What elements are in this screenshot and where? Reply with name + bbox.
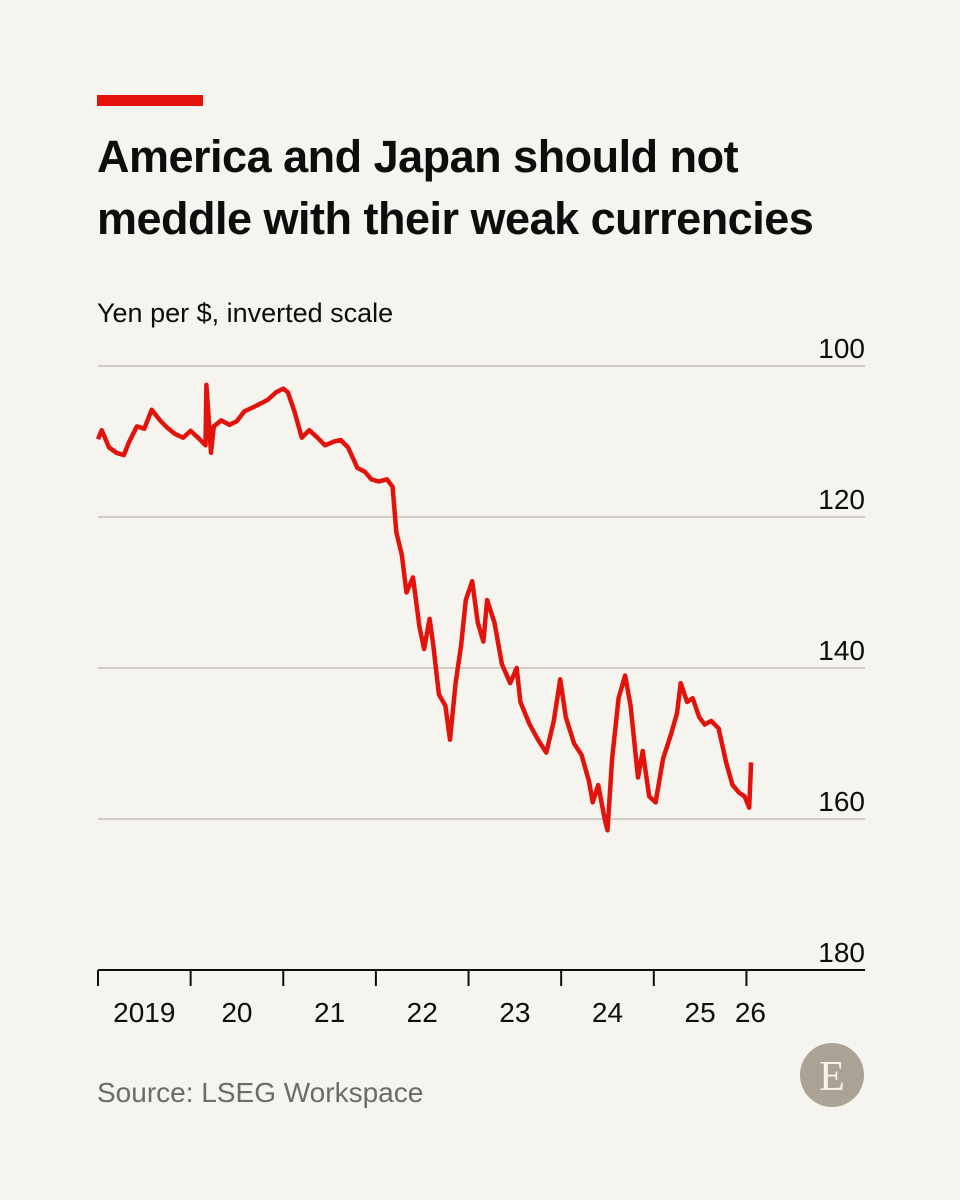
source: Source: LSEG Workspace [97,1077,423,1108]
x-tick-label: 26 [735,997,766,1028]
logo-letter: E [819,1054,845,1100]
subtitle: Yen per $, inverted scale [97,298,393,328]
y-tick-label: 180 [818,937,865,968]
x-tick-label: 21 [314,997,345,1028]
x-tick-label: 22 [407,997,438,1028]
x-tick-label: 2019 [113,997,175,1028]
x-tick-label: 20 [221,997,252,1028]
x-tick-label: 25 [685,997,716,1028]
x-tick-label: 24 [592,997,623,1028]
y-tick-label: 140 [818,635,865,666]
y-tick-label: 160 [818,786,865,817]
data-line [95,382,754,833]
chart-title: America and Japan should not meddle with… [97,131,814,244]
accent-bar [97,95,203,106]
x-tick-label: 23 [499,997,530,1028]
logo [800,1043,864,1107]
y-tick-label: 120 [818,484,865,515]
y-tick-label: 100 [818,333,865,364]
